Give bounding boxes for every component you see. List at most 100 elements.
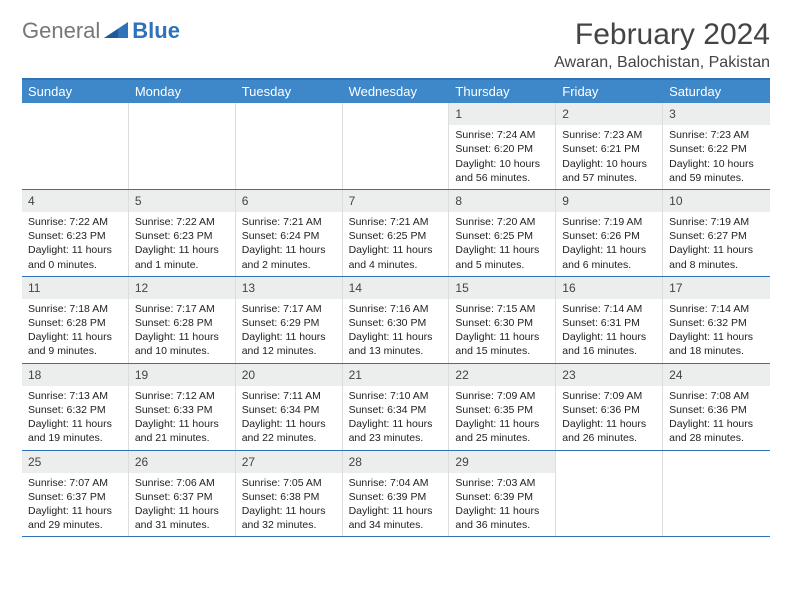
sunrise-text: Sunrise: 7:21 AM bbox=[242, 215, 336, 229]
daylight1-text: Daylight: 11 hours bbox=[135, 330, 229, 344]
calendar-cell: 9Sunrise: 7:19 AMSunset: 6:26 PMDaylight… bbox=[556, 190, 663, 276]
calendar-cell: 28Sunrise: 7:04 AMSunset: 6:39 PMDayligh… bbox=[343, 451, 450, 537]
daylight1-text: Daylight: 11 hours bbox=[349, 417, 443, 431]
daylight2-text: and 57 minutes. bbox=[562, 171, 656, 185]
day-number: 7 bbox=[343, 190, 449, 212]
sunset-text: Sunset: 6:24 PM bbox=[242, 229, 336, 243]
daylight2-text: and 15 minutes. bbox=[455, 344, 549, 358]
brand-part2: Blue bbox=[132, 18, 180, 44]
day-number: 18 bbox=[22, 364, 128, 386]
sunrise-text: Sunrise: 7:23 AM bbox=[562, 128, 656, 142]
brand-part1: General bbox=[22, 18, 100, 44]
day-number: 20 bbox=[236, 364, 342, 386]
day-info: Sunrise: 7:16 AMSunset: 6:30 PMDaylight:… bbox=[343, 302, 449, 359]
daylight1-text: Daylight: 11 hours bbox=[135, 417, 229, 431]
daylight2-text: and 19 minutes. bbox=[28, 431, 122, 445]
daylight1-text: Daylight: 11 hours bbox=[242, 330, 336, 344]
calendar-cell: 17Sunrise: 7:14 AMSunset: 6:32 PMDayligh… bbox=[663, 277, 770, 363]
sunrise-text: Sunrise: 7:07 AM bbox=[28, 476, 122, 490]
calendar-cell: 3Sunrise: 7:23 AMSunset: 6:22 PMDaylight… bbox=[663, 103, 770, 189]
calendar-cell: 14 Sunrise: 7:16 AMSunset: 6:30 PMDayligh… bbox=[343, 277, 450, 363]
daylight2-text: and 6 minutes. bbox=[562, 258, 656, 272]
day-header: Wednesday bbox=[343, 80, 450, 103]
daylight2-text: and 5 minutes. bbox=[455, 258, 549, 272]
daylight1-text: Daylight: 10 hours bbox=[669, 157, 764, 171]
daylight2-text: and 12 minutes. bbox=[242, 344, 336, 358]
calendar-cell: 27Sunrise: 7:05 AMSunset: 6:38 PMDayligh… bbox=[236, 451, 343, 537]
sunrise-text: Sunrise: 7:04 AM bbox=[349, 476, 443, 490]
daylight1-text: Daylight: 11 hours bbox=[455, 330, 549, 344]
calendar-cell: 4Sunrise: 7:22 AMSunset: 6:23 PMDaylight… bbox=[22, 190, 129, 276]
daylight2-text: and 2 minutes. bbox=[242, 258, 336, 272]
sunset-text: Sunset: 6:36 PM bbox=[562, 403, 656, 417]
daylight1-text: Daylight: 11 hours bbox=[455, 243, 549, 257]
day-number: 16 bbox=[556, 277, 662, 299]
location-text: Awaran, Balochistan, Pakistan bbox=[554, 54, 770, 72]
day-info: Sunrise: 7:17 AMSunset: 6:28 PMDaylight:… bbox=[129, 302, 235, 359]
day-number: 3 bbox=[663, 103, 770, 125]
daylight1-text: Daylight: 11 hours bbox=[669, 243, 764, 257]
daylight2-text: and 29 minutes. bbox=[28, 518, 122, 532]
sunrise-text: Sunrise: 7:08 AM bbox=[669, 389, 764, 403]
calendar-cell: 20Sunrise: 7:11 AMSunset: 6:34 PMDayligh… bbox=[236, 364, 343, 450]
top-bar: General Blue February 2024 Awaran, Baloc… bbox=[22, 18, 770, 72]
calendar-cell: 11Sunrise: 7:18 AMSunset: 6:28 PMDayligh… bbox=[22, 277, 129, 363]
day-number: 11 bbox=[22, 277, 128, 299]
calendar-cell: . bbox=[236, 103, 343, 189]
day-number: 4 bbox=[22, 190, 128, 212]
sunrise-text: Sunrise: 7:14 AM bbox=[562, 302, 656, 316]
calendar-cell: 2Sunrise: 7:23 AMSunset: 6:21 PMDaylight… bbox=[556, 103, 663, 189]
day-info: Sunrise: 7:20 AMSunset: 6:25 PMDaylight:… bbox=[449, 215, 555, 272]
sunrise-text: Sunrise: 7:09 AM bbox=[455, 389, 549, 403]
day-number: 19 bbox=[129, 364, 235, 386]
daylight2-text: and 36 minutes. bbox=[455, 518, 549, 532]
logo-triangle-icon bbox=[104, 18, 128, 44]
sunrise-text: Sunrise: 7:20 AM bbox=[455, 215, 549, 229]
sunrise-text: Sunrise: 7:11 AM bbox=[242, 389, 336, 403]
sunset-text: Sunset: 6:37 PM bbox=[28, 490, 122, 504]
sunrise-text: Sunrise: 7:16 AM bbox=[349, 302, 443, 316]
day-info: Sunrise: 7:23 AMSunset: 6:21 PMDaylight:… bbox=[556, 128, 662, 185]
daylight1-text: Daylight: 11 hours bbox=[562, 330, 656, 344]
calendar-week: ....1Sunrise: 7:24 AMSunset: 6:20 PMDayl… bbox=[22, 103, 770, 190]
sunset-text: Sunset: 6:38 PM bbox=[242, 490, 336, 504]
day-info: Sunrise: 7:13 AMSunset: 6:32 PMDaylight:… bbox=[22, 389, 128, 446]
daylight2-text: and 25 minutes. bbox=[455, 431, 549, 445]
calendar-week: 18 Sunrise: 7:13 AMSunset: 6:32 PMDayligh… bbox=[22, 364, 770, 451]
calendar-cell: 29Sunrise: 7:03 AMSunset: 6:39 PMDayligh… bbox=[449, 451, 556, 537]
calendar-cell: . bbox=[556, 451, 663, 537]
sunset-text: Sunset: 6:26 PM bbox=[562, 229, 656, 243]
daylight1-text: Daylight: 11 hours bbox=[28, 504, 122, 518]
daylight2-text: and 1 minute. bbox=[135, 258, 229, 272]
day-info: Sunrise: 7:21 AMSunset: 6:24 PMDaylight:… bbox=[236, 215, 342, 272]
calendar-cell: 22Sunrise: 7:09 AMSunset: 6:35 PMDayligh… bbox=[449, 364, 556, 450]
daylight2-text: and 16 minutes. bbox=[562, 344, 656, 358]
daylight2-text: and 21 minutes. bbox=[135, 431, 229, 445]
daylight2-text: and 56 minutes. bbox=[455, 171, 549, 185]
daylight1-text: Daylight: 10 hours bbox=[455, 157, 549, 171]
sunset-text: Sunset: 6:37 PM bbox=[135, 490, 229, 504]
day-number: 23 bbox=[556, 364, 662, 386]
day-info: Sunrise: 7:04 AMSunset: 6:39 PMDaylight:… bbox=[343, 476, 449, 533]
day-header: Friday bbox=[556, 80, 663, 103]
sunset-text: Sunset: 6:21 PM bbox=[562, 142, 656, 156]
calendar-cell: 7Sunrise: 7:21 AMSunset: 6:25 PMDaylight… bbox=[343, 190, 450, 276]
day-header: Sunday bbox=[22, 80, 129, 103]
daylight1-text: Daylight: 11 hours bbox=[562, 243, 656, 257]
day-number: 27 bbox=[236, 451, 342, 473]
sunset-text: Sunset: 6:32 PM bbox=[28, 403, 122, 417]
calendar-cell: . bbox=[663, 451, 770, 537]
day-number: 14 bbox=[343, 277, 449, 299]
day-number: 8 bbox=[449, 190, 555, 212]
sunrise-text: Sunrise: 7:17 AM bbox=[135, 302, 229, 316]
day-number: 17 bbox=[663, 277, 770, 299]
calendar-cell: 10Sunrise: 7:19 AMSunset: 6:27 PMDayligh… bbox=[663, 190, 770, 276]
daylight2-text: and 32 minutes. bbox=[242, 518, 336, 532]
sunrise-text: Sunrise: 7:19 AM bbox=[562, 215, 656, 229]
calendar-cell: . bbox=[129, 103, 236, 189]
daylight1-text: Daylight: 11 hours bbox=[135, 243, 229, 257]
daylight2-text: and 13 minutes. bbox=[349, 344, 443, 358]
daylight2-text: and 9 minutes. bbox=[28, 344, 122, 358]
day-number: 10 bbox=[663, 190, 770, 212]
day-info: Sunrise: 7:14 AMSunset: 6:31 PMDaylight:… bbox=[556, 302, 662, 359]
